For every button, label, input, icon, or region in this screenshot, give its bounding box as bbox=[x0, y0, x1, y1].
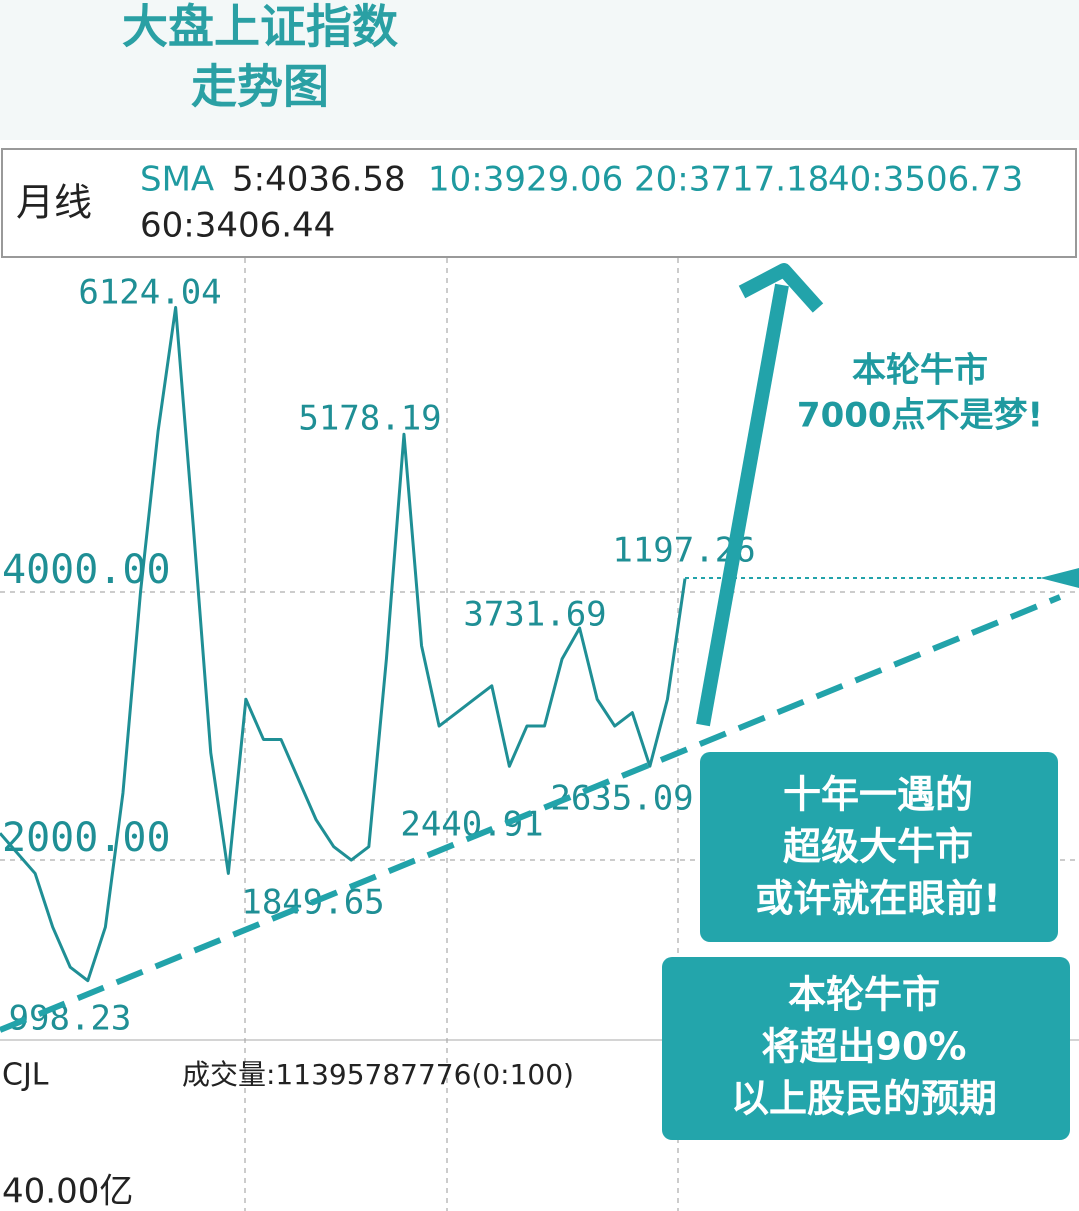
period: 月线 bbox=[16, 181, 92, 225]
callout-text: 本轮牛市 bbox=[788, 973, 940, 1017]
annotation: 6124.04 bbox=[78, 273, 221, 313]
sma-value: 40:3506.73 bbox=[828, 160, 1023, 200]
sma-value: 20:3717.18 bbox=[634, 160, 829, 200]
volume-label: 成交量:11395787776(0:100) bbox=[182, 1058, 574, 1091]
price-line bbox=[0, 305, 687, 983]
callout-text: 十年一遇的 bbox=[783, 773, 973, 817]
sma-value: 60:3406.44 bbox=[140, 206, 335, 246]
callout-box bbox=[700, 752, 1058, 942]
annotation: 5178.19 bbox=[298, 399, 441, 439]
up-arrow bbox=[696, 283, 789, 727]
header-bg bbox=[0, 0, 1079, 140]
title: 大盘上证指数 bbox=[122, 0, 398, 54]
sma-value: 10:3929.06 bbox=[428, 160, 623, 200]
legend-box bbox=[1, 148, 1077, 258]
callout-text: 以上股民的预期 bbox=[731, 1077, 997, 1121]
up-arrow-head bbox=[738, 263, 824, 313]
callout-text: 本轮牛市 bbox=[852, 351, 988, 391]
callout-text: 超级大牛市 bbox=[783, 825, 973, 869]
callout-text: 将超出90% bbox=[762, 1025, 967, 1069]
annotation: 2635.09 bbox=[550, 779, 693, 819]
annotation: 3731.69 bbox=[463, 595, 606, 635]
trend-line bbox=[0, 594, 1062, 1033]
annotation: 998.23 bbox=[9, 999, 132, 1039]
callout-text: 或许就在眼前! bbox=[755, 877, 1000, 921]
volume-name: CJL bbox=[2, 1058, 49, 1093]
arrowhead bbox=[1040, 568, 1079, 588]
y-tick-label: 2000.00 bbox=[2, 815, 171, 861]
callout-text: 7000点不是梦! bbox=[797, 396, 1043, 436]
callout-box bbox=[662, 957, 1070, 1140]
volume-tick: 40.00亿 bbox=[2, 1172, 133, 1211]
sma-label: SMA bbox=[140, 160, 214, 200]
sma-value: 5:4036.58 bbox=[232, 160, 406, 200]
title: 走势图 bbox=[191, 60, 329, 114]
